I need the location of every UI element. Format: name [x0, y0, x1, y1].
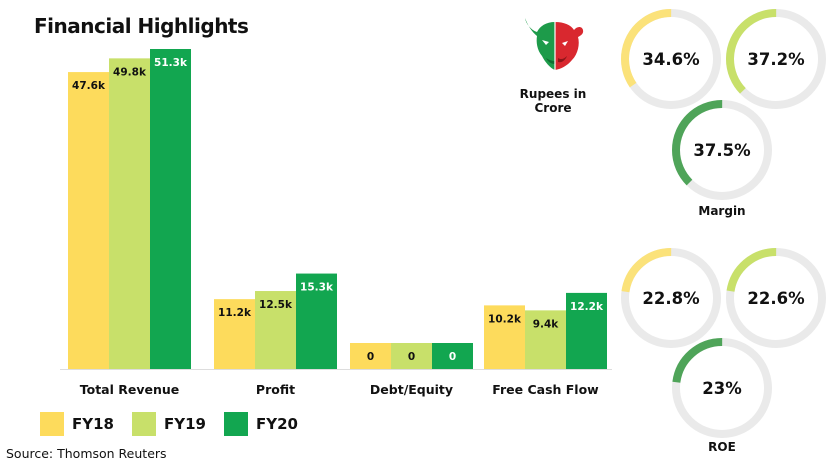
data-label: 0	[449, 351, 456, 363]
data-label: 47.6k	[72, 80, 106, 92]
data-label: 9.4k	[533, 318, 560, 330]
bar-fy20-0	[150, 49, 191, 369]
data-label: 12.5k	[259, 299, 293, 311]
bar-chart: 47.6k 49.8k 51.3k Total Revenue 11.2k 12.5k 15…	[60, 49, 612, 397]
legend-swatch-fy20	[223, 412, 248, 436]
legend-label-fy20: FY20	[255, 415, 298, 433]
legend-label-fy18: FY18	[72, 415, 114, 433]
bar-fy19-1	[255, 291, 296, 369]
gauge-progress	[726, 247, 826, 348]
legend: FY18 FY19 FY20	[40, 412, 298, 436]
data-label: 51.3k	[154, 57, 188, 69]
bull-bear-logo-icon	[525, 18, 584, 70]
data-label: 0	[367, 351, 374, 363]
category-label: Total Revenue	[80, 382, 180, 397]
source-note: Source: Thomson Reuters	[6, 446, 167, 461]
gauge-value: 22.8%	[642, 289, 700, 308]
gauge-progress	[621, 248, 721, 349]
gauge-value: 37.5%	[693, 141, 751, 160]
gauge-progress	[726, 9, 826, 109]
legend-swatch-fy19	[131, 412, 156, 436]
gauge-progress	[621, 9, 722, 109]
bar-fy19-2	[391, 343, 432, 369]
data-label: 10.2k	[488, 313, 522, 325]
data-label: 15.3k	[300, 282, 334, 294]
legend-swatch-fy18	[40, 412, 64, 436]
page-title: Financial Highlights	[34, 14, 249, 38]
legend-item-fy18: FY18	[40, 412, 114, 436]
gauge-value: 34.6%	[642, 50, 700, 69]
category-label: Debt/Equity	[370, 382, 453, 397]
bar-fy18-1	[214, 299, 255, 369]
bar-fy18-3	[484, 305, 525, 369]
gauge-caption: ROE	[708, 440, 736, 454]
data-label: 0	[408, 351, 415, 363]
legend-item-fy20: FY20	[223, 412, 298, 436]
legend-item-fy19: FY19	[131, 412, 206, 436]
gauge-progress	[672, 338, 772, 438]
gauge-value: 22.6%	[747, 289, 805, 308]
category-label: Profit	[256, 382, 295, 397]
gauge-value: 23%	[702, 379, 742, 398]
legend-label-fy19: FY19	[163, 415, 206, 433]
data-label: 11.2k	[218, 307, 252, 319]
bar-fy19-0	[109, 58, 150, 370]
bar-fy18-0	[68, 72, 109, 369]
gauge-caption: Margin	[698, 204, 745, 218]
data-label: 12.2k	[570, 301, 604, 313]
bar-fy20-1	[296, 273, 337, 369]
data-label: 49.8k	[113, 66, 147, 78]
bar-fy20-2	[432, 343, 473, 369]
category-label: Free Cash Flow	[492, 382, 599, 397]
units-note: Rupees in Crore	[519, 87, 587, 115]
gauge-progress	[672, 100, 772, 200]
bar-fy19-3	[525, 310, 566, 369]
gauge-value: 37.2%	[747, 50, 805, 69]
bar-fy18-2	[350, 343, 391, 369]
bar-fy20-3	[566, 292, 607, 369]
